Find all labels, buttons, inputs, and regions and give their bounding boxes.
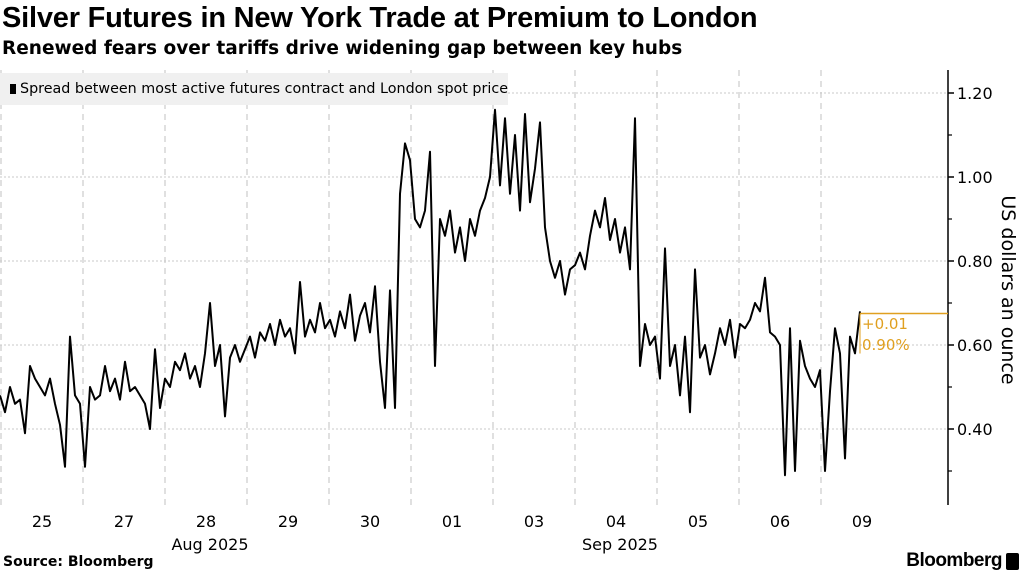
x-tick-label: 28 (196, 512, 216, 531)
x-month-label: Aug 2025 (171, 535, 248, 554)
legend-label: Spread between most active futures contr… (20, 81, 508, 97)
legend-swatch (10, 84, 17, 94)
x-tick-label: 27 (114, 512, 134, 531)
source-note: Source: Bloomberg (3, 554, 154, 570)
x-tick-label: 25 (32, 512, 52, 531)
x-month-label: Sep 2025 (582, 535, 658, 554)
x-tick-label: 29 (278, 512, 298, 531)
x-tick-label: 05 (688, 512, 708, 531)
x-tick-label: 06 (770, 512, 790, 531)
y-tick-label: 1.20 (957, 84, 993, 103)
series-line (0, 108, 861, 477)
bloomberg-logo-icon (1006, 553, 1019, 570)
y-axis-label: US dollars an ounce (997, 195, 1019, 385)
chart-title: Silver Futures in New York Trade at Prem… (2, 2, 758, 34)
last-change-pct-label: 0.90% (862, 336, 910, 354)
y-tick-label: 1.00 (957, 168, 993, 187)
y-tick-label: 0.40 (957, 420, 993, 439)
legend: Spread between most active futures contr… (0, 73, 508, 105)
x-tick-label: 04 (606, 512, 626, 531)
chart-subtitle: Renewed fears over tariffs drive widenin… (2, 38, 683, 59)
last-change-label: +0.01 (862, 315, 908, 333)
bloomberg-logo: Bloomberg (906, 550, 1002, 571)
x-tick-label: 09 (852, 512, 872, 531)
y-tick-label: 0.60 (957, 336, 993, 355)
x-tick-label: 30 (360, 512, 380, 531)
x-tick-label: 01 (442, 512, 462, 531)
x-tick-label: 03 (524, 512, 544, 531)
y-tick-label: 0.80 (957, 252, 993, 271)
